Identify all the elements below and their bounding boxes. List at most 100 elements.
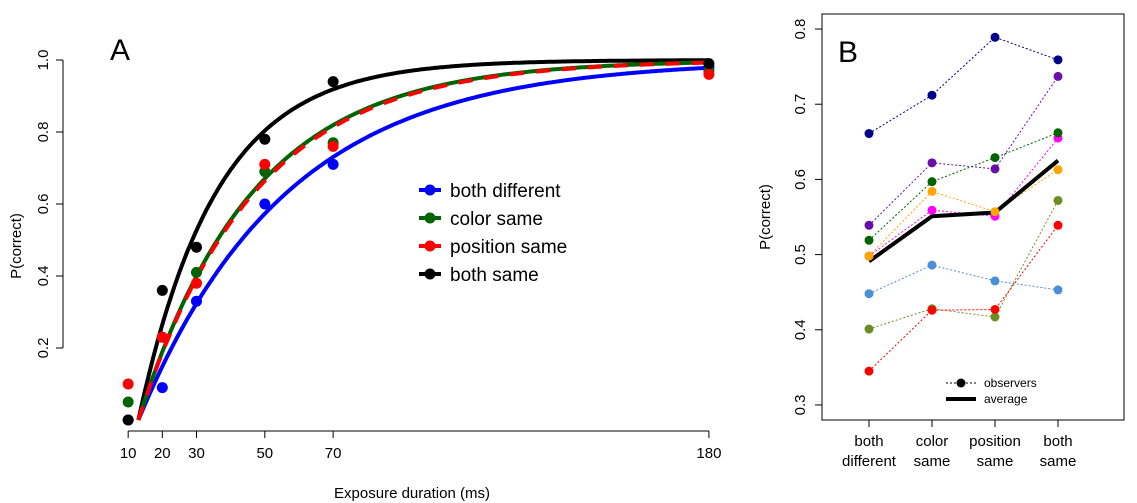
observer-point <box>1053 71 1063 81</box>
panel-b-frame <box>821 13 1125 421</box>
observer-point <box>990 153 1000 163</box>
panel-b-axes: 0.3 0.4 0.5 0.6 0.7 0.8 both different color same… <box>792 19 1076 470</box>
panel-b: B 0.3 0.4 0.5 0.6 0.7 0.8 both different color sa… <box>757 13 1125 470</box>
point-color-same <box>122 396 134 408</box>
panel-b-lines <box>867 36 1060 372</box>
panel-a-axes: 10 20 30 50 70 180 0.2 0.4 0.6 0.8 1.0 <box>35 50 721 462</box>
panel-b-category-label: both <box>1043 433 1072 450</box>
observer-line <box>868 132 1059 241</box>
observer-point <box>990 32 1000 42</box>
panel-b-y-axis-label: P(correct) <box>757 184 774 250</box>
panel-b-category-label: same <box>977 453 1014 470</box>
point-both-same <box>327 76 339 88</box>
observer-point <box>864 366 874 376</box>
panel-b-category-label: different <box>842 453 897 470</box>
observer-line <box>868 36 1059 134</box>
curve-color-same <box>136 60 709 421</box>
panel-a-x-tick-label: 20 <box>154 445 171 462</box>
observer-point <box>990 276 1000 286</box>
panel-b-category-label: position <box>969 433 1021 450</box>
observer-point <box>927 205 937 215</box>
observer-line <box>868 76 1059 226</box>
point-both-different <box>259 198 271 210</box>
panel-b-category-label: both <box>854 433 883 450</box>
observer-point <box>927 305 937 315</box>
curve-position-same <box>136 60 709 421</box>
panel-b-legend: observers average <box>946 376 1037 406</box>
observer-point <box>927 260 937 270</box>
observer-point <box>864 220 874 230</box>
observer-point <box>864 324 874 334</box>
curve-both-different <box>136 65 710 421</box>
legend-label-color-same: color same <box>450 209 543 230</box>
panel-a-legend: both different color same position same bot… <box>419 181 567 286</box>
legend-marker-color-same <box>424 212 436 224</box>
observer-point <box>864 235 874 245</box>
panel-a-y-tick-label: 0.4 <box>35 266 52 287</box>
legend-label-both-same: both same <box>450 265 539 286</box>
point-position-same <box>703 68 715 80</box>
panel-a-points <box>122 58 715 426</box>
panel-a-y-tick-label: 0.8 <box>35 122 52 143</box>
point-both-same <box>259 133 271 145</box>
point-position-same <box>259 158 271 170</box>
panel-a-x-axis-label: Exposure duration (ms) <box>334 485 490 502</box>
panel-b-y-tick-label: 0.6 <box>792 169 809 190</box>
panel-a-letter: A <box>110 34 130 67</box>
observer-line <box>868 264 1059 295</box>
point-both-same <box>703 58 715 70</box>
legend-marker-observers <box>956 378 966 388</box>
average-line <box>867 159 1060 264</box>
observer-point <box>927 158 937 168</box>
panel-a-y-tick-label: 0.2 <box>35 338 52 359</box>
observer-point <box>1053 128 1063 138</box>
legend-label-average: average <box>984 392 1028 406</box>
observer-point <box>1053 285 1063 295</box>
panel-a-y-axis-label: P(correct) <box>8 213 25 279</box>
observer-line <box>868 200 1059 330</box>
legend-marker-both-same <box>424 268 436 280</box>
panel-a-x-tick-label: 50 <box>256 445 273 462</box>
legend-label-both-different: both different <box>450 181 561 202</box>
observer-point <box>990 207 1000 217</box>
panel-b-category-label: same <box>1040 453 1077 470</box>
observer-line <box>868 137 1059 257</box>
panel-b-category-label: same <box>914 453 951 470</box>
point-both-different <box>190 295 202 307</box>
point-both-different <box>156 382 168 394</box>
panel-a-x-tick-label: 10 <box>120 445 137 462</box>
legend-marker-both-different <box>424 184 436 196</box>
panel-a: A 10 20 30 50 70 180 0.2 0.4 0.6 0.8 1.0 P(correct… <box>8 34 721 502</box>
observer-point <box>990 164 1000 174</box>
panel-a-x-tick-label: 180 <box>696 445 721 462</box>
observer-point <box>1053 55 1063 65</box>
point-position-same <box>156 331 168 343</box>
panel-b-y-tick-label: 0.3 <box>792 395 809 416</box>
legend-label-position-same: position same <box>450 237 567 258</box>
observer-point <box>927 177 937 187</box>
panel-b-category-label: color <box>916 433 949 450</box>
panel-a-y-tick-label: 0.6 <box>35 194 52 215</box>
curve-both-same <box>136 58 709 421</box>
point-both-same <box>122 414 134 426</box>
point-position-same <box>327 140 339 152</box>
point-color-same <box>190 266 202 278</box>
observer-point <box>990 304 1000 314</box>
panel-a-y-tick-label: 1.0 <box>35 50 52 71</box>
observer-point <box>1053 195 1063 205</box>
observer-point <box>1053 165 1063 175</box>
legend-label-observers: observers <box>984 376 1037 390</box>
observer-point <box>864 129 874 139</box>
panel-b-letter: B <box>838 36 858 69</box>
observer-point <box>864 289 874 299</box>
observer-point <box>927 186 937 196</box>
observer-line <box>868 225 1059 372</box>
panel-b-y-tick-label: 0.7 <box>792 94 809 115</box>
panel-b-y-tick-label: 0.8 <box>792 19 809 40</box>
observer-line <box>868 169 1059 257</box>
point-position-same <box>190 277 202 289</box>
panel-a-x-tick-label: 30 <box>188 445 205 462</box>
observer-point <box>864 251 874 261</box>
point-both-same <box>190 241 202 253</box>
